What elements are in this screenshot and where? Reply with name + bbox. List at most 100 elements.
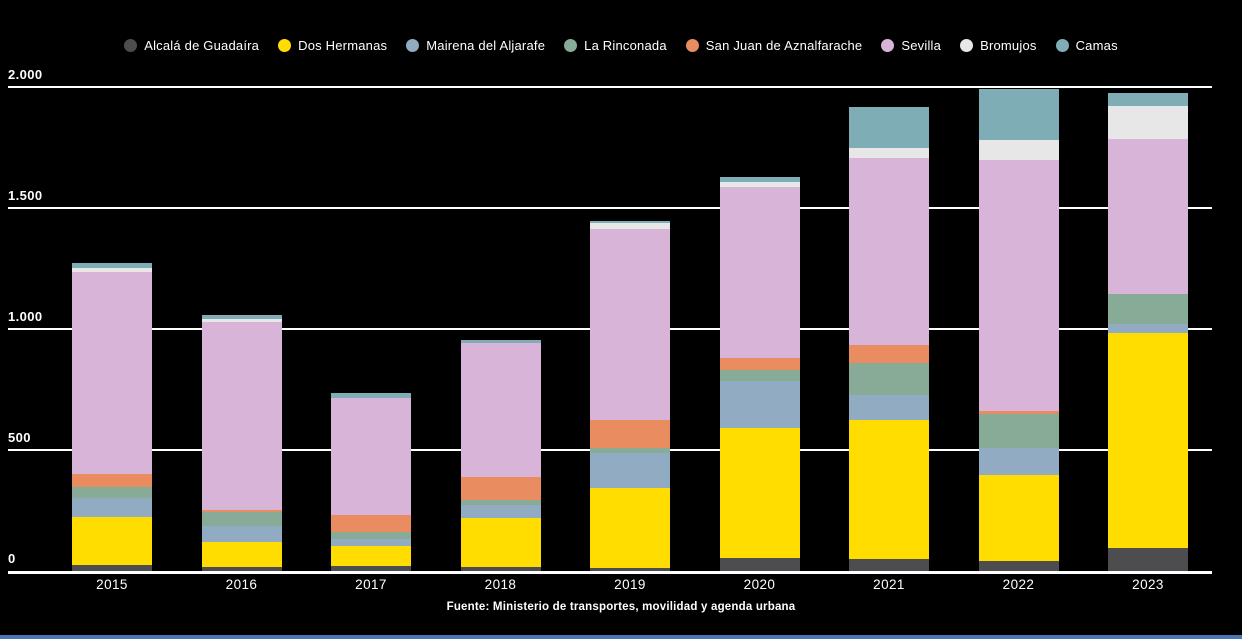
bar-segment[interactable]: [978, 448, 1059, 475]
bar-segment[interactable]: [978, 159, 1059, 412]
bar-segment[interactable]: [331, 397, 411, 515]
bar-segment[interactable]: [331, 545, 411, 566]
legend-item[interactable]: Bromujos: [960, 38, 1037, 53]
bar-segment[interactable]: [72, 564, 152, 571]
bar-segment[interactable]: [849, 106, 929, 149]
bar-segment[interactable]: [460, 342, 541, 477]
bar-segment[interactable]: [1108, 105, 1188, 140]
bar-segment[interactable]: [1108, 548, 1188, 571]
legend-label: Bromujos: [980, 37, 1037, 53]
x-axis-label: 2023: [1132, 577, 1164, 592]
bar-segment[interactable]: [978, 139, 1059, 160]
bar-segment[interactable]: [849, 148, 929, 159]
bar-segment[interactable]: [72, 498, 152, 517]
bar-segment[interactable]: [719, 428, 800, 559]
bar-segment[interactable]: [201, 566, 282, 571]
bar-segment[interactable]: [590, 229, 670, 421]
bar-segment[interactable]: [201, 525, 282, 543]
legend-item[interactable]: San Juan de Aznalfarache: [685, 37, 863, 53]
bar-segment[interactable]: [719, 358, 800, 370]
bar-segment[interactable]: [72, 486, 152, 499]
bar-2017[interactable]: [331, 393, 411, 571]
bar-segment[interactable]: [331, 393, 411, 398]
bar-segment[interactable]: [590, 420, 670, 449]
legend-swatch-icon: [406, 38, 420, 52]
bar-segment[interactable]: [1108, 294, 1188, 324]
bar-segment[interactable]: [849, 158, 929, 345]
bar-2021[interactable]: [849, 106, 929, 571]
legend-item[interactable]: Mairena del Aljarafe: [406, 38, 545, 53]
bar-segment[interactable]: [331, 565, 411, 571]
bar-2015[interactable]: [72, 262, 152, 571]
bar-segment[interactable]: [201, 509, 282, 513]
bar-segment[interactable]: [978, 474, 1059, 562]
legend-item[interactable]: La Rinconada: [564, 38, 667, 53]
bar-segment[interactable]: [331, 538, 411, 546]
bar-2022[interactable]: [978, 89, 1059, 571]
y-tick-label: 2.000: [8, 67, 43, 82]
bar-segment[interactable]: [460, 339, 541, 343]
bar-segment[interactable]: [590, 567, 670, 571]
legend-label: San Juan de Aznalfarache: [705, 37, 863, 53]
bar-segment[interactable]: [849, 345, 929, 364]
bar-segment[interactable]: [978, 89, 1059, 140]
bar-segment[interactable]: [590, 453, 670, 489]
bar-2023[interactable]: [1108, 92, 1188, 571]
bar-segment[interactable]: [1108, 332, 1188, 549]
bar-segment[interactable]: [1108, 323, 1188, 333]
legend-label: Camas: [1075, 37, 1118, 53]
legend-item[interactable]: Camas: [1055, 37, 1118, 53]
y-tick-label: 0: [8, 551, 16, 566]
bar-segment[interactable]: [590, 448, 670, 454]
bar-segment[interactable]: [331, 531, 411, 539]
y-tick-label: 1.500: [8, 188, 43, 203]
legend-item[interactable]: Dos Hermanas: [278, 38, 387, 53]
bar-segment[interactable]: [719, 182, 800, 187]
bar-segment[interactable]: [460, 504, 541, 519]
bar-segment[interactable]: [72, 473, 152, 487]
bar-segment[interactable]: [331, 514, 411, 532]
legend-swatch-icon: [278, 38, 292, 52]
bar-segment[interactable]: [978, 413, 1059, 449]
bar-2019[interactable]: [590, 220, 670, 571]
bar-segment[interactable]: [849, 395, 929, 420]
bar-segment[interactable]: [719, 558, 800, 571]
bar-segment[interactable]: [201, 512, 282, 526]
bar-segment[interactable]: [719, 186, 800, 359]
legend-label: Mairena del Aljarafe: [426, 37, 546, 53]
legend-label: Sevilla: [901, 37, 942, 53]
bar-segment[interactable]: [201, 318, 282, 322]
bottom-edge-strip: [0, 635, 1242, 639]
bar-segment[interactable]: [719, 369, 800, 382]
legend-item[interactable]: Alcalá de Guadaíra: [124, 38, 259, 53]
bar-2016[interactable]: [201, 314, 282, 571]
bar-segment[interactable]: [978, 411, 1059, 414]
gridline-y2000: [8, 86, 1212, 88]
bar-segment[interactable]: [719, 177, 800, 183]
bar-segment[interactable]: [460, 518, 541, 568]
bar-segment[interactable]: [460, 499, 541, 505]
bar-segment[interactable]: [201, 314, 282, 319]
bar-segment[interactable]: [201, 542, 282, 567]
bar-segment[interactable]: [849, 558, 929, 571]
bar-segment[interactable]: [460, 567, 541, 571]
bar-segment[interactable]: [72, 516, 152, 565]
bar-segment[interactable]: [460, 476, 541, 500]
bar-segment[interactable]: [72, 262, 152, 269]
bar-2018[interactable]: [460, 339, 541, 571]
bar-segment[interactable]: [978, 561, 1059, 571]
bar-segment[interactable]: [72, 268, 152, 273]
bar-segment[interactable]: [719, 381, 800, 429]
bar-segment[interactable]: [590, 220, 670, 224]
bar-segment[interactable]: [849, 420, 929, 559]
bar-segment[interactable]: [1108, 92, 1188, 106]
legend-item[interactable]: Sevilla: [881, 38, 941, 53]
bar-segment[interactable]: [590, 488, 670, 568]
bar-segment[interactable]: [72, 272, 152, 474]
bar-segment[interactable]: [849, 363, 929, 396]
bar-segment[interactable]: [201, 321, 282, 510]
bar-2020[interactable]: [719, 177, 800, 571]
legend-swatch-icon: [564, 38, 578, 52]
bar-segment[interactable]: [1108, 139, 1188, 295]
bar-segment[interactable]: [590, 223, 670, 230]
